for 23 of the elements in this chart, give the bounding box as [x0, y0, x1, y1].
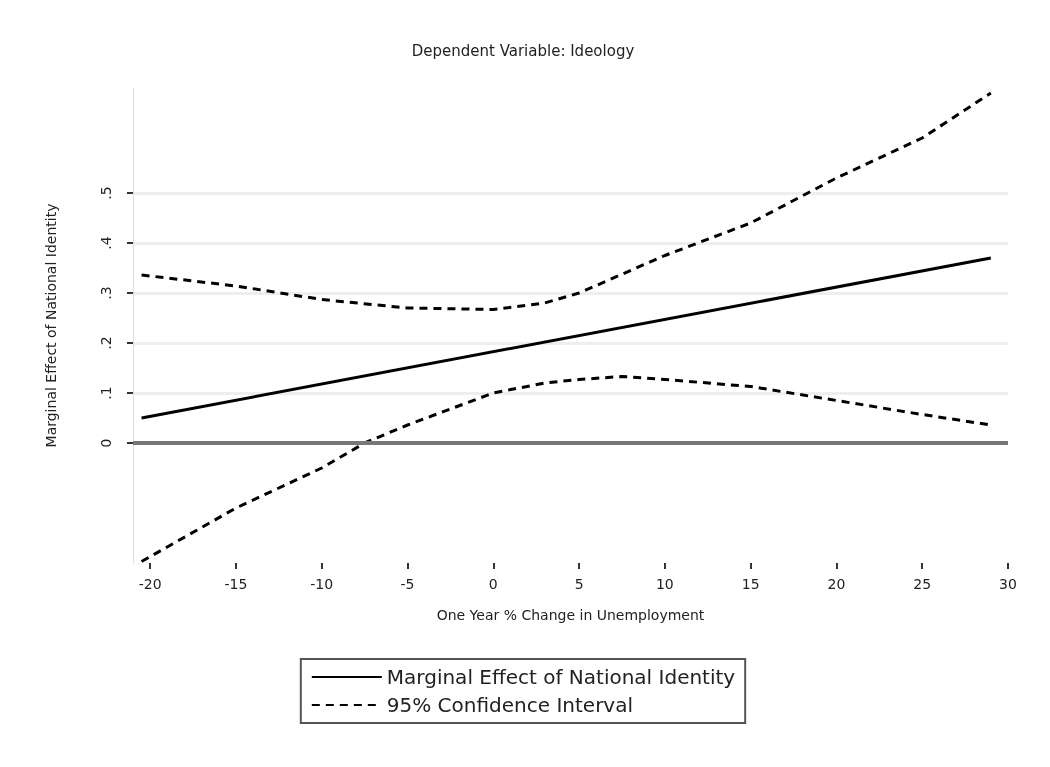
x-tick-label: 0 — [488, 576, 498, 592]
y-tick-label: .3 — [98, 286, 114, 300]
line-series — [140, 91, 993, 311]
x-tick-label: -20 — [138, 576, 162, 592]
x-tick-label: -10 — [310, 576, 334, 592]
x-axis-title: One Year % Change in Unemployment — [436, 607, 705, 623]
chart-title: Dependent Variable: Ideology — [411, 41, 635, 60]
legend-label: Marginal Effect of National Identity — [386, 665, 736, 689]
x-tick-label: 25 — [913, 576, 932, 592]
x-tick-label: 15 — [741, 576, 760, 592]
y-tick-label: .4 — [98, 236, 114, 250]
x-tick-label: 10 — [655, 576, 674, 592]
x-tick-label: 30 — [999, 576, 1017, 592]
x-tick-label: -5 — [400, 576, 415, 592]
y-tick-label: .1 — [98, 386, 114, 400]
y-axis-title: Marginal Effect of National Identity — [43, 203, 59, 448]
y-tick-label: .2 — [98, 336, 114, 350]
x-tick-label: 20 — [827, 576, 846, 592]
y-tick-label: .5 — [98, 186, 114, 200]
x-tick-label: -15 — [224, 576, 248, 592]
y-tick-label: 0 — [98, 438, 114, 448]
x-tick-label: 5 — [574, 576, 584, 592]
legend-label: 95% Confidence Interval — [386, 693, 634, 717]
